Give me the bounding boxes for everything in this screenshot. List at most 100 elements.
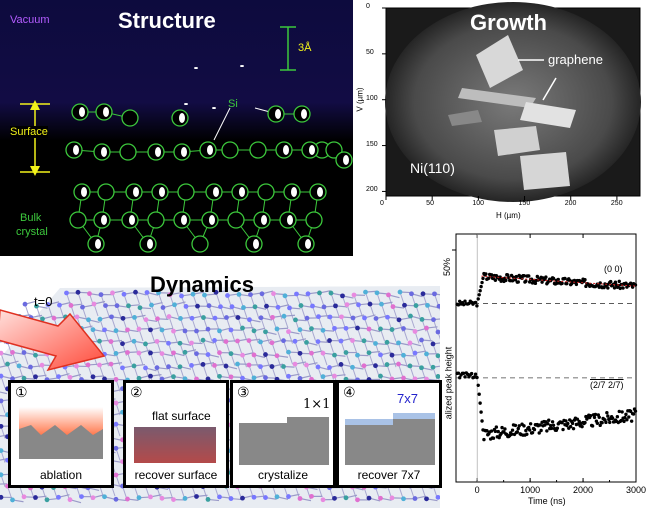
- atom-marker: [309, 145, 315, 155]
- md-atom: [126, 303, 131, 308]
- md-atom: [350, 365, 355, 370]
- md-atom: [379, 302, 384, 307]
- data-point: [539, 429, 542, 432]
- data-point: [556, 427, 559, 430]
- md-atom: [148, 351, 153, 356]
- md-atom: [332, 374, 337, 379]
- md-atom: [206, 497, 211, 502]
- md-atom: [224, 315, 229, 320]
- data-point: [477, 393, 480, 396]
- md-atom: [247, 338, 252, 343]
- md-atom: [137, 495, 142, 500]
- md-atom: [339, 339, 344, 344]
- growth-ylabel: V (µm): [356, 87, 365, 111]
- md-atom: [240, 353, 245, 358]
- md-atom: [293, 362, 298, 367]
- x-tick-label: 3000: [626, 485, 646, 495]
- md-atom: [271, 291, 276, 296]
- md-atom: [22, 350, 27, 355]
- md-atom: [148, 495, 153, 500]
- data-point: [517, 280, 520, 283]
- atom-marker: [239, 187, 245, 197]
- md-atom: [137, 327, 142, 332]
- growth-y-tick: 50: [366, 49, 374, 56]
- growth-x-tick: 0: [380, 200, 384, 207]
- si-label: Si: [228, 98, 238, 110]
- md-atom: [263, 352, 268, 357]
- md-atom: [52, 316, 57, 321]
- data-point: [616, 415, 619, 418]
- md-atom: [425, 303, 430, 308]
- data-point: [525, 433, 528, 436]
- md-atom: [276, 305, 281, 310]
- md-atom: [264, 304, 269, 309]
- md-atom: [171, 374, 176, 379]
- atom-marker: [283, 145, 289, 155]
- md-atom: [114, 473, 119, 478]
- md-atom: [178, 316, 183, 321]
- growth-x-tick: 50: [426, 200, 434, 207]
- md-atom: [304, 363, 309, 368]
- data-point: [477, 384, 480, 387]
- md-atom: [74, 364, 79, 369]
- data-point: [634, 409, 637, 412]
- md-atom: [120, 341, 125, 346]
- atom-marker: [343, 155, 349, 165]
- data-point: [600, 421, 603, 424]
- md-atom: [390, 327, 395, 332]
- md-atom: [327, 365, 332, 370]
- atom-marker: [261, 215, 267, 225]
- md-atom: [363, 290, 368, 295]
- atom-marker: [181, 147, 187, 157]
- md-atom: [408, 341, 413, 346]
- md-atom: [201, 315, 206, 320]
- data-point: [522, 424, 525, 427]
- data-point: [492, 437, 495, 440]
- md-atom: [125, 327, 130, 332]
- md-atom: [109, 314, 114, 319]
- md-atom: [270, 315, 275, 320]
- atom-marker: [253, 239, 259, 249]
- md-atom: [229, 374, 234, 379]
- md-atom: [286, 350, 291, 355]
- data-point: [575, 283, 578, 286]
- md-atom: [304, 340, 309, 345]
- md-atom: [206, 352, 211, 357]
- md-atom: [391, 304, 396, 309]
- md-atom: [183, 350, 188, 355]
- data-point: [544, 275, 547, 278]
- md-atom: [69, 303, 74, 308]
- data-point: [482, 438, 485, 441]
- series-label-00: (0 0): [604, 264, 623, 274]
- md-atom: [240, 326, 245, 331]
- md-atom: [217, 374, 222, 379]
- md-atom: [309, 326, 314, 331]
- md-atom: [362, 316, 367, 321]
- data-point: [560, 282, 563, 285]
- data-point: [591, 424, 594, 427]
- md-atom: [212, 363, 217, 368]
- md-atom: [258, 340, 263, 345]
- md-atom: [56, 495, 61, 500]
- md-atom: [332, 496, 337, 501]
- md-atom: [132, 364, 137, 369]
- step-recover-surface: ② flat surface recover surface: [123, 380, 229, 488]
- md-atom: [298, 496, 303, 501]
- md-atom: [230, 304, 235, 309]
- data-point: [580, 425, 583, 428]
- md-atom: [178, 364, 183, 369]
- md-atom: [206, 327, 211, 332]
- md-atom: [321, 374, 326, 379]
- atom-marker: [155, 147, 161, 157]
- data-point: [619, 287, 622, 290]
- md-atom: [424, 352, 429, 357]
- x-axis-label: Time (ns): [528, 496, 566, 506]
- md-atom: [270, 364, 275, 369]
- data-point: [516, 430, 519, 433]
- md-atom: [236, 315, 241, 320]
- md-atom: [171, 497, 176, 502]
- md-atom: [109, 339, 114, 344]
- step-caption: recover surface: [126, 468, 226, 482]
- md-atom: [283, 293, 288, 298]
